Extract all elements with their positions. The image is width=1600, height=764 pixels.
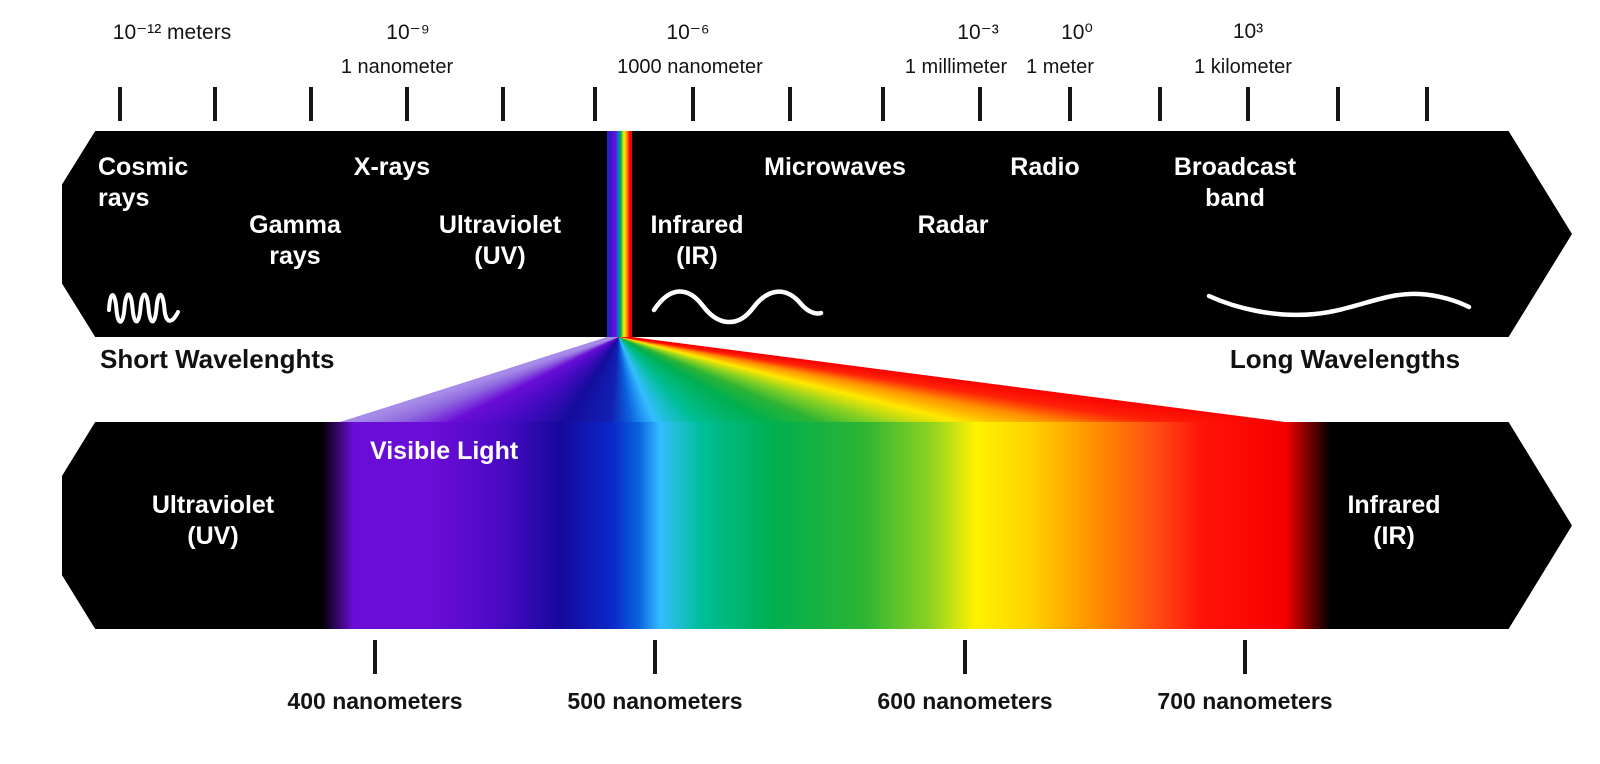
ruler-tick bbox=[788, 87, 792, 121]
caption-short-wavelengths: Short Wavelenghts bbox=[100, 344, 335, 374]
visible-light-strip bbox=[607, 131, 632, 337]
ruler-tick bbox=[118, 87, 122, 121]
short-wavelength-wave-icon bbox=[107, 292, 180, 324]
visible-light-band bbox=[62, 422, 1572, 629]
ruler-power-label: 10⁻³ bbox=[957, 21, 999, 44]
ruler-power-label: 10⁻⁶ bbox=[666, 21, 710, 44]
ruler-tick bbox=[1425, 87, 1429, 121]
label-broadcast-band: Broadcast band bbox=[1173, 153, 1297, 213]
ruler-tick bbox=[1246, 87, 1250, 121]
nm-label: 600 nanometers bbox=[877, 688, 1053, 714]
ruler-tick bbox=[1158, 87, 1162, 121]
label-microwaves: Microwaves bbox=[764, 153, 906, 181]
medium-wavelength-wave-icon bbox=[651, 289, 824, 325]
ruler-unit-label: 1000 nanometer bbox=[617, 56, 763, 78]
label-uv-lower: Ultraviolet (UV) bbox=[151, 491, 275, 551]
nm-label: 400 nanometers bbox=[287, 688, 463, 714]
ruler-tick bbox=[1068, 87, 1072, 121]
ruler-tick bbox=[1336, 87, 1340, 121]
nm-tick bbox=[653, 640, 657, 674]
em-band bbox=[62, 131, 1572, 337]
ruler-tick bbox=[593, 87, 597, 121]
ruler-tick bbox=[309, 87, 313, 121]
ruler-tick bbox=[405, 87, 409, 121]
long-wavelength-wave-icon bbox=[1206, 291, 1472, 318]
dispersion-fan bbox=[340, 337, 1285, 422]
nm-tick bbox=[963, 640, 967, 674]
ruler-power-label: 10⁻⁹ bbox=[386, 21, 430, 44]
ruler-unit-label: 1 kilometer bbox=[1194, 56, 1292, 78]
caption-long-wavelengths: Long Wavelengths bbox=[1229, 344, 1461, 374]
label-ultraviolet: Ultraviolet (UV) bbox=[438, 211, 562, 271]
nm-tick bbox=[373, 640, 377, 674]
label-x-rays: X-rays bbox=[353, 153, 431, 181]
ruler-tick bbox=[881, 87, 885, 121]
ruler-power-label: 10⁰ bbox=[1061, 21, 1093, 44]
label-ir-lower: Infrared (IR) bbox=[1347, 491, 1441, 551]
ruler-power-label: 10³ bbox=[1232, 20, 1264, 43]
ruler-unit-label: 1 meter bbox=[1026, 56, 1094, 78]
label-gamma-rays: Gamma rays bbox=[249, 211, 341, 271]
ruler-unit-label: 1 millimeter bbox=[904, 56, 1008, 78]
label-radar: Radar bbox=[917, 211, 989, 239]
ruler-tick bbox=[691, 87, 695, 121]
nm-tick bbox=[1243, 640, 1247, 674]
ruler-tick bbox=[978, 87, 982, 121]
label-cosmic-rays: Cosmic rays bbox=[98, 153, 189, 213]
nm-label: 700 nanometers bbox=[1157, 688, 1333, 714]
ruler-tick bbox=[501, 87, 505, 121]
label-radio: Radio bbox=[1010, 153, 1080, 181]
ruler-tick bbox=[213, 87, 217, 121]
ruler-unit-label: 1 nanometer bbox=[340, 56, 454, 78]
nm-label: 500 nanometers bbox=[567, 688, 743, 714]
ruler-power-label: 10⁻¹² meters bbox=[112, 21, 232, 44]
label-infrared: Infrared (IR) bbox=[650, 211, 744, 271]
label-visible-light: Visible Light bbox=[370, 437, 519, 465]
